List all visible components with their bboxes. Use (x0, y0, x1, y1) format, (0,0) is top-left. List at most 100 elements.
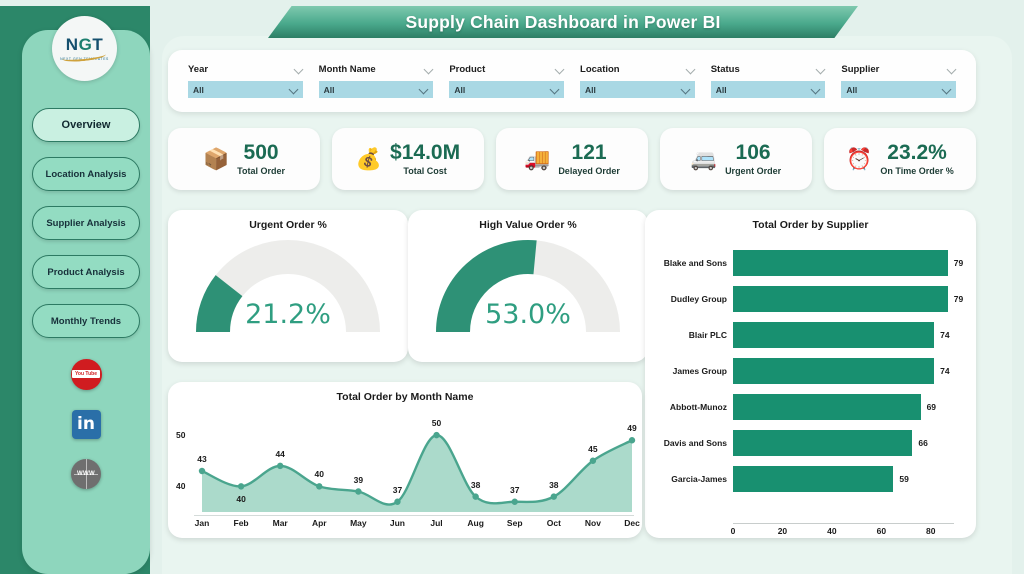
kpi-value: $14.0M (390, 141, 461, 165)
data-point[interactable] (511, 498, 518, 505)
data-point[interactable] (472, 493, 479, 500)
bar-chart-row[interactable]: Dudley Group 79 (645, 286, 976, 312)
x-axis-line (733, 523, 954, 524)
gauge-value: 21.2% (245, 299, 331, 330)
y-axis-tick-label: 40 (176, 481, 186, 492)
bar-value-label: 59 (899, 474, 909, 484)
data-point[interactable] (589, 457, 597, 464)
bar-chart-row[interactable]: Garcia-James 59 (645, 466, 976, 492)
bar-track: 79 (733, 250, 976, 276)
sidebar-item-overview[interactable]: Overview (32, 108, 140, 142)
filter-label: Product (449, 64, 486, 75)
chart-urgent-order-gauge[interactable]: Urgent Order % 21.2% (168, 210, 408, 362)
data-point[interactable] (550, 493, 558, 500)
kpi-card-on-time-order[interactable]: ⏰ 23.2% On Time Order % (824, 128, 976, 190)
gauge-arc (436, 240, 620, 333)
data-point[interactable] (394, 498, 401, 505)
filter-select[interactable]: All (188, 81, 303, 98)
x-axis-tick-label: 40 (827, 526, 837, 536)
chevron-down-icon (942, 85, 951, 94)
bar-fill (733, 430, 913, 456)
gauge-arc (196, 240, 380, 333)
kpi-label: Total Cost (403, 165, 447, 176)
chart-high-value-order-gauge[interactable]: High Value Order % 53.0% (408, 210, 648, 362)
website-icon[interactable]: WWW (70, 458, 102, 490)
bar-chart-row[interactable]: Davis and Sons 66 (645, 430, 976, 456)
logo: NGT NEXT GEN TEMPLATES (52, 16, 117, 81)
bar-chart-row[interactable]: James Group 74 (645, 358, 976, 384)
youtube-icon[interactable]: You Tube (70, 358, 102, 390)
data-point[interactable] (628, 437, 636, 444)
bar-value-label: 74 (940, 330, 950, 340)
chevron-down-icon[interactable] (294, 65, 303, 74)
chevron-down-icon[interactable] (424, 65, 433, 74)
chevron-down-icon (419, 85, 428, 94)
x-axis-line (194, 515, 634, 516)
bar-chart-row[interactable]: Blake and Sons 79 (645, 250, 976, 276)
sidebar-item-label: Monthly Trends (50, 315, 122, 327)
kpi-card-total-cost[interactable]: 💰 $14.0M Total Cost (332, 128, 484, 190)
filter-select[interactable]: All (710, 81, 826, 98)
x-axis-labels: Jan Feb Mar Apr May Jun Jul Aug Sep Oct Nov Dec (195, 518, 640, 532)
sidebar-item-label: Supplier Analysis (46, 217, 126, 229)
data-point[interactable] (198, 467, 206, 475)
data-point-label: 49 (627, 423, 637, 434)
data-point[interactable] (355, 488, 362, 495)
logo-subtitle: NEXT GEN TEMPLATES (60, 57, 109, 61)
bar-chart-row[interactable]: Blair PLC 74 (645, 322, 976, 348)
data-point[interactable] (237, 483, 245, 490)
page-title: Supply Chain Dashboard in Power BI (405, 11, 721, 32)
linkedin-icon[interactable]: in (70, 408, 102, 440)
data-point-label: 45 (588, 443, 598, 454)
sidebar-item-product-analysis[interactable]: Product Analysis (32, 255, 140, 289)
kpi-label: Total Order (237, 165, 285, 176)
chevron-down-icon[interactable] (947, 65, 956, 74)
bar-category-label: Dudley Group (670, 294, 727, 304)
data-point-label: 44 (275, 448, 285, 459)
chevron-down-icon[interactable] (686, 65, 695, 74)
gauge-body: 21.2% (168, 231, 408, 349)
data-point-label: 38 (470, 479, 481, 490)
data-point-label: 37 (509, 484, 520, 495)
gauge-body: 53.0% (408, 231, 648, 349)
chevron-down-icon[interactable] (555, 65, 564, 74)
filter-year: Year All (180, 64, 311, 98)
bar-value-label: 66 (918, 438, 928, 448)
bar-fill (733, 466, 894, 492)
kpi-card-urgent-order[interactable]: 🚐 106 Urgent Order (660, 128, 812, 190)
filter-select[interactable]: All (318, 81, 434, 98)
kpi-value: 106 (735, 141, 771, 165)
kpi-label: On Time Order % (880, 165, 954, 176)
data-point[interactable] (433, 431, 440, 439)
alarm-clock-icon: ⏰ (846, 147, 873, 171)
sidebar-item-monthly-trends[interactable]: Monthly Trends (32, 304, 140, 338)
x-axis-tick-label: Dec (624, 518, 640, 528)
chevron-down-icon[interactable] (816, 65, 825, 74)
sidebar: Overview Location Analysis Supplier Anal… (22, 30, 150, 574)
bar-chart-row[interactable]: Abbott-Munoz 69 (645, 394, 976, 420)
chart-total-order-by-supplier[interactable]: Total Order by Supplier Blake and Sons 79… (645, 210, 976, 538)
filter-label: Year (188, 64, 209, 75)
chart-total-order-by-month-name[interactable]: Total Order by Month Name 40 50 43 40 44 40 39… (168, 382, 642, 538)
filter-select[interactable]: All (580, 81, 695, 98)
bar-fill (733, 250, 948, 276)
x-axis-tick-label: 0 (730, 526, 736, 536)
filter-value: All (454, 84, 466, 95)
x-axis-tick-label: Feb (233, 518, 249, 528)
youtube-icon-label: You Tube (71, 370, 101, 378)
x-axis-tick-label: 60 (876, 526, 887, 536)
kpi-card-total-order[interactable]: 📦 500 Total Order (168, 128, 320, 190)
kpi-card-delayed-order[interactable]: 🚚 121 Delayed Order (496, 128, 648, 190)
data-point[interactable] (316, 483, 323, 490)
bar-track: 66 (733, 430, 976, 456)
sidebar-item-supplier-analysis[interactable]: Supplier Analysis (32, 206, 140, 240)
x-axis-tick-label: 80 (926, 526, 936, 536)
kpi-label: Delayed Order (558, 165, 620, 176)
filter-select[interactable]: All (841, 81, 957, 98)
filter-value: All (323, 84, 335, 95)
filter-label: Location (580, 64, 620, 75)
sidebar-item-location-analysis[interactable]: Location Analysis (32, 157, 140, 191)
data-point[interactable] (276, 462, 284, 470)
filter-select[interactable]: All (449, 81, 565, 98)
